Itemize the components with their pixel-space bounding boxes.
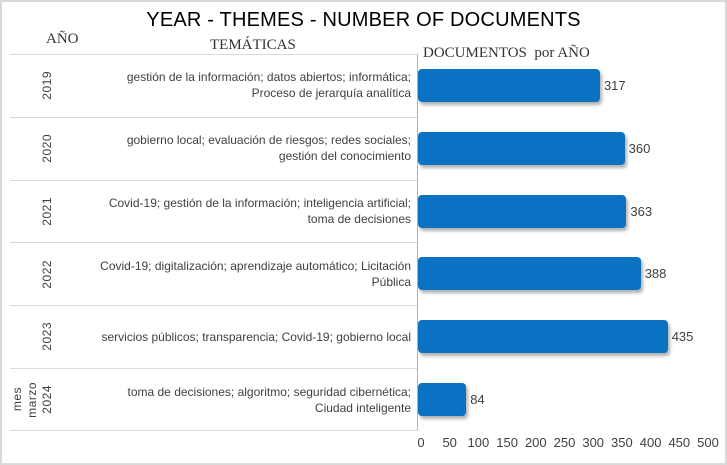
bar-value-label: 388 xyxy=(644,266,667,282)
year-label: 2023 xyxy=(40,322,54,352)
year-label-group: 2021 xyxy=(2,180,54,243)
plot-cell: 317 xyxy=(417,54,705,117)
year-label-group: 2019 xyxy=(2,54,54,117)
x-axis-tick: 0 xyxy=(417,435,425,450)
table-row: 2019 gestión de la información; datos ab… xyxy=(2,54,725,117)
x-axis-ticks: 0 50 100 150 200 250 300 350 400 450 500 xyxy=(417,435,718,451)
column-header-year: AÑO xyxy=(46,31,79,47)
plot-cell: 84 xyxy=(417,368,705,431)
year-label: 2019 xyxy=(40,71,54,100)
plot-cell: 360 xyxy=(417,116,705,180)
year-label-group: mes marzo 2024 xyxy=(2,368,54,431)
bar-2019 xyxy=(418,68,600,102)
table-row: 2020 gobierno local; evaluación de riesg… xyxy=(2,116,725,180)
column-header-themes: TEMÁTICAS xyxy=(210,37,296,53)
x-axis-tick: 150 xyxy=(496,435,518,450)
themes-label: gobierno local; evaluación de riesgos; r… xyxy=(126,133,411,164)
x-axis-tick: 250 xyxy=(553,435,576,450)
bar-2024 xyxy=(418,383,467,417)
year-label: 2022 xyxy=(40,259,54,289)
bar-value-label: 84 xyxy=(470,392,485,408)
bar-2021 xyxy=(418,194,627,228)
table-row: 2021 Covid-19; gestión de la información… xyxy=(2,179,725,243)
year-label: 2024 xyxy=(40,385,54,414)
x-axis-tick: 400 xyxy=(639,435,662,450)
chart-rows: 2019 gestión de la información; datos ab… xyxy=(2,54,725,431)
bar-value-label: 360 xyxy=(628,140,651,156)
bar-value-label: 363 xyxy=(630,203,653,219)
x-axis-tick: 50 xyxy=(442,435,457,450)
themes-cell: toma de decisiones; algoritmo; seguridad… xyxy=(54,368,417,431)
plot-cell: 363 xyxy=(417,179,705,243)
bar-value-label: 435 xyxy=(671,329,694,345)
column-header-documents: DOCUMENTOS por AÑO xyxy=(423,45,590,61)
themes-label: gestión de la información; datos abierto… xyxy=(126,70,411,101)
table-row: 2023 servicios públicos; transparencia; … xyxy=(2,305,725,369)
bar-value-label: 317 xyxy=(603,77,626,93)
year-label-group: 2022 xyxy=(2,242,54,305)
themes-cell: Covid-19; gestión de la información; int… xyxy=(54,180,417,243)
x-axis-tick: 100 xyxy=(467,435,490,450)
x-axis-tick: 450 xyxy=(668,435,691,450)
x-axis-tick: 350 xyxy=(611,435,633,450)
themes-label: Covid-19; gestión de la información; int… xyxy=(108,196,411,227)
month-unit-label: mes xyxy=(10,387,24,412)
themes-cell: gestión de la información; datos abierto… xyxy=(54,54,417,117)
themes-cell: servicios públicos; transparencia; Covid… xyxy=(54,305,417,368)
plot-cell: 388 xyxy=(417,242,705,306)
x-axis-tick: 500 xyxy=(697,435,719,450)
themes-label: toma de decisiones; algoritmo; seguridad… xyxy=(127,384,412,415)
plot-cell: 435 xyxy=(417,305,705,369)
bar-2020 xyxy=(418,131,625,165)
bar-2023 xyxy=(418,320,668,354)
chart-title: YEAR - THEMES - NUMBER OF DOCUMENTS xyxy=(146,9,581,31)
themes-cell: Covid-19; digitalización; aprendizaje au… xyxy=(54,242,417,305)
x-axis-tick: 300 xyxy=(582,435,605,450)
year-label: 2020 xyxy=(40,133,54,163)
year-label-group: 2020 xyxy=(2,117,54,180)
table-row: 2022 Covid-19; digitalización; aprendiza… xyxy=(2,242,725,306)
year-label: 2021 xyxy=(40,196,54,226)
year-label-group: 2023 xyxy=(2,305,54,368)
table-row: mes marzo 2024 toma de decisiones; algor… xyxy=(2,368,725,431)
month-label: marzo xyxy=(25,381,39,418)
bar-2022 xyxy=(418,257,641,291)
x-axis-tick: 200 xyxy=(524,435,547,450)
themes-label: servicios públicos; transparencia; Covid… xyxy=(101,329,412,344)
themes-cell: gobierno local; evaluación de riesgos; r… xyxy=(54,117,417,180)
themes-label: Covid-19; digitalización; aprendizaje au… xyxy=(100,258,411,289)
